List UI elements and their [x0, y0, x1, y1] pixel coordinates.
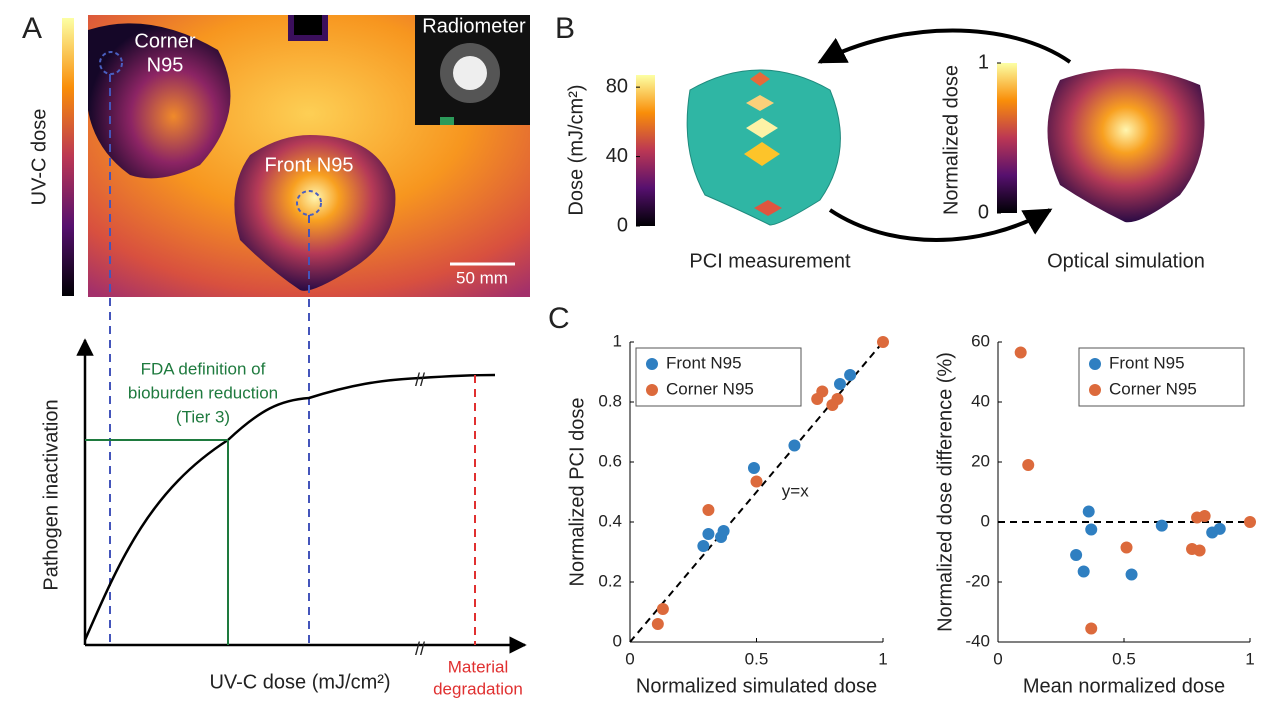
colorbar-label: Normalized dose [940, 65, 962, 215]
svg-text://: // [415, 370, 425, 390]
degradation-label: degradation [433, 679, 523, 698]
point [1070, 549, 1083, 561]
colorbar [636, 75, 655, 226]
corner-label: N95 [147, 54, 184, 76]
y-axis-label: Normalized PCI dose [566, 398, 588, 587]
panel-label: C [548, 302, 570, 335]
colorbar-label: UV-C dose [28, 109, 50, 206]
y-tick-label: 0.4 [598, 511, 622, 530]
point [747, 462, 760, 474]
point [1193, 544, 1206, 557]
y-tick-label: 0.8 [598, 391, 622, 410]
y-tick-label: 0 [981, 511, 990, 530]
point [1155, 519, 1168, 532]
x-tick-label: 0 [625, 649, 634, 668]
colorbar-tick-label: 0 [978, 201, 989, 223]
degradation-label: Material [448, 657, 508, 676]
point [1125, 568, 1138, 581]
y-tick-label: -40 [965, 631, 990, 650]
point [833, 378, 846, 390]
y-tick-label: 1 [613, 331, 622, 350]
x-tick-label: 0.5 [745, 649, 769, 668]
point [717, 525, 730, 537]
simulation-image [1047, 68, 1205, 223]
point [702, 528, 715, 540]
annotation: y=x [782, 481, 809, 500]
x-axis-label: Mean normalized dose [1023, 675, 1225, 697]
fda-label: (Tier 3) [176, 407, 230, 426]
fixture [294, 15, 322, 35]
legend-box [1078, 347, 1245, 407]
colorbar-tick-label: 1 [978, 51, 989, 73]
point [831, 393, 844, 405]
fda-label: bioburden reduction [128, 383, 278, 402]
point [1213, 522, 1226, 535]
front-label: Front N95 [265, 154, 354, 176]
colorbar-label: Dose (mJ/cm²) [565, 84, 587, 215]
corner-mask [88, 23, 231, 179]
legend-marker [1089, 384, 1101, 396]
fda-label: FDA definition of [141, 359, 266, 378]
colorbar-tick-label: 40 [606, 145, 628, 167]
scale-bar-label: 50 mm [456, 268, 508, 287]
colorbar [62, 18, 74, 296]
legend-marker [1089, 358, 1101, 370]
pci-label: PCI measurement [689, 250, 851, 272]
x-tick-label: 1 [1245, 649, 1254, 668]
point [1085, 622, 1098, 635]
y-tick-label: -20 [965, 571, 990, 590]
y-axis-label: Normalized dose difference (%) [934, 352, 956, 632]
point [877, 336, 889, 348]
svg-text://: // [415, 639, 425, 659]
legend-box [635, 347, 802, 407]
corner-label: Corner [134, 30, 195, 52]
point [656, 603, 669, 615]
y-tick-label: 0 [613, 631, 622, 650]
identity-line [629, 341, 884, 643]
legend-marker [646, 384, 658, 396]
colorbar-tick-label: 0 [617, 214, 628, 236]
point [651, 618, 664, 630]
curve-y-label: Pathogen inactivation [40, 399, 62, 590]
x-tick-label: 1 [878, 649, 887, 668]
panel-label: A [22, 12, 42, 45]
point [1022, 459, 1035, 471]
point [1244, 516, 1256, 528]
point [1120, 541, 1133, 554]
point [816, 385, 829, 398]
point [844, 369, 857, 381]
y-tick-label: 40 [971, 391, 990, 410]
point [697, 540, 710, 552]
point [1077, 565, 1090, 578]
sim-label: Optical simulation [1047, 250, 1205, 272]
curve-x-label: UV-C dose (mJ/cm²) [209, 671, 390, 693]
x-axis-label: Normalized simulated dose [636, 675, 877, 697]
radiometer-label: Radiometer [422, 15, 526, 37]
front-mask [234, 135, 396, 291]
y-tick-label: 20 [971, 451, 990, 470]
x-tick-label: 0.5 [1112, 649, 1136, 668]
point [1085, 523, 1098, 536]
point [1198, 510, 1211, 522]
legend-label: Front N95 [1109, 353, 1185, 372]
y-tick-label: 60 [971, 331, 990, 350]
point [702, 504, 715, 516]
panel-label: B [555, 12, 575, 45]
y-tick-label: 0.6 [598, 451, 622, 470]
legend-marker [646, 358, 658, 370]
point [1014, 346, 1027, 359]
legend-label: Corner N95 [1109, 379, 1197, 398]
legend-label: Corner N95 [666, 379, 754, 398]
colorbar-tick-label: 80 [606, 75, 628, 97]
point [750, 475, 763, 488]
x-tick-label: 0 [993, 649, 1002, 668]
point [1082, 505, 1095, 518]
colorbar [997, 63, 1017, 213]
y-tick-label: 0.2 [598, 571, 622, 590]
legend-label: Front N95 [666, 353, 742, 372]
point [788, 439, 801, 452]
